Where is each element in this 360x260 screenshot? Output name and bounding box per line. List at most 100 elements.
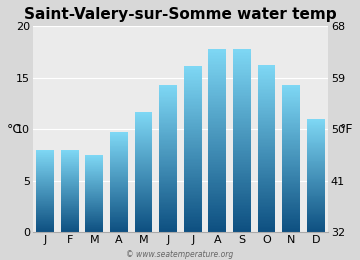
Bar <box>61 161 78 162</box>
Bar <box>258 175 275 177</box>
Bar <box>36 151 54 152</box>
Bar <box>61 231 78 232</box>
Bar <box>61 186 78 187</box>
Bar <box>208 82 226 84</box>
Bar <box>85 171 103 172</box>
Bar <box>258 152 275 153</box>
Bar <box>184 156 202 158</box>
Bar <box>135 198 152 199</box>
Bar <box>307 153 325 154</box>
Bar <box>184 205 202 206</box>
Bar <box>282 107 300 108</box>
Bar <box>184 74 202 76</box>
Bar <box>36 164 54 165</box>
Bar <box>258 142 275 143</box>
Bar <box>110 214 128 215</box>
Bar <box>159 225 177 226</box>
Bar <box>282 110 300 112</box>
Bar <box>159 194 177 196</box>
Bar <box>184 87 202 88</box>
Bar <box>307 226 325 227</box>
Bar <box>282 86 300 87</box>
Bar <box>159 130 177 132</box>
Bar <box>233 203 251 205</box>
Bar <box>208 56 226 58</box>
Bar <box>110 161 128 162</box>
Bar <box>110 196 128 197</box>
Bar <box>233 82 251 84</box>
Bar <box>61 223 78 224</box>
Bar <box>208 197 226 199</box>
Bar <box>159 160 177 161</box>
Bar <box>110 153 128 154</box>
Bar <box>208 114 226 116</box>
Bar <box>307 227 325 228</box>
Bar <box>110 169 128 170</box>
Bar <box>85 210 103 211</box>
Bar <box>61 177 78 178</box>
Bar <box>208 193 226 194</box>
Bar <box>258 84 275 86</box>
Bar <box>307 208 325 209</box>
Bar <box>258 136 275 138</box>
Bar <box>61 211 78 212</box>
Bar <box>282 138 300 139</box>
Bar <box>36 171 54 172</box>
Bar <box>61 192 78 193</box>
Bar <box>159 228 177 229</box>
Bar <box>258 104 275 106</box>
Bar <box>61 163 78 164</box>
Bar <box>135 214 152 215</box>
Bar <box>184 84 202 86</box>
Bar <box>208 217 226 219</box>
Bar <box>282 229 300 230</box>
Bar <box>233 99 251 101</box>
Bar <box>307 136 325 137</box>
Bar <box>307 215 325 216</box>
Bar <box>184 134 202 135</box>
Bar <box>233 50 251 52</box>
Bar <box>307 164 325 165</box>
Bar <box>36 207 54 208</box>
Bar <box>208 85 226 87</box>
Bar <box>110 170 128 171</box>
Bar <box>233 130 251 131</box>
Bar <box>208 185 226 186</box>
Bar <box>184 181 202 183</box>
Bar <box>159 86 177 87</box>
Bar <box>184 220 202 222</box>
Bar <box>36 173 54 174</box>
Bar <box>307 125 325 126</box>
Bar <box>36 220 54 221</box>
Bar <box>258 118 275 120</box>
Bar <box>258 213 275 214</box>
Bar <box>110 140 128 141</box>
Bar <box>258 191 275 192</box>
Bar <box>135 211 152 212</box>
Bar <box>36 219 54 220</box>
Bar <box>208 72 226 73</box>
Bar <box>61 183 78 184</box>
Bar <box>258 209 275 210</box>
Bar <box>233 223 251 225</box>
Bar <box>159 112 177 113</box>
Bar <box>135 127 152 128</box>
Bar <box>61 200 78 201</box>
Bar <box>233 134 251 136</box>
Bar <box>282 214 300 215</box>
Bar <box>184 123 202 124</box>
Bar <box>233 93 251 95</box>
Bar <box>159 88 177 90</box>
Bar <box>135 141 152 142</box>
Bar <box>184 185 202 187</box>
Bar <box>61 230 78 231</box>
Bar <box>208 199 226 200</box>
Bar <box>307 165 325 166</box>
Bar <box>184 119 202 120</box>
Bar <box>159 90 177 91</box>
Bar <box>61 219 78 220</box>
Bar <box>36 192 54 193</box>
Bar <box>135 190 152 191</box>
Bar <box>135 210 152 211</box>
Bar <box>85 166 103 167</box>
